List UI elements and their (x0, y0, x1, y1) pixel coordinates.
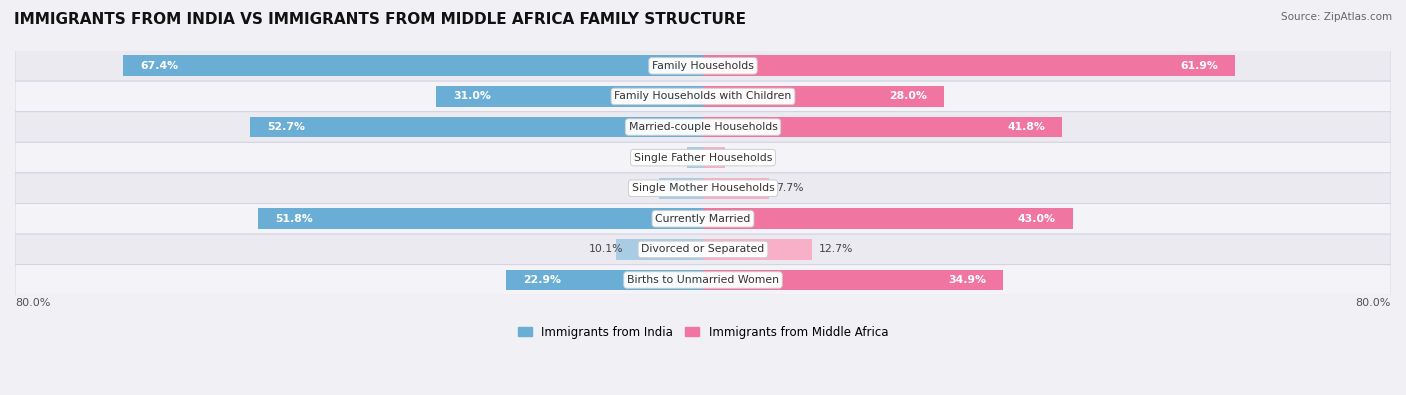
Text: Currently Married: Currently Married (655, 214, 751, 224)
Bar (257, 209, 703, 229)
Text: 34.9%: 34.9% (948, 275, 986, 285)
Bar (703, 239, 813, 260)
Bar (703, 270, 1002, 290)
Bar (506, 270, 703, 290)
Text: 10.1%: 10.1% (589, 245, 623, 254)
Bar (659, 178, 703, 199)
Text: 51.8%: 51.8% (274, 214, 312, 224)
Text: 41.8%: 41.8% (1008, 122, 1045, 132)
Text: 28.0%: 28.0% (889, 91, 927, 102)
Text: 31.0%: 31.0% (454, 91, 492, 102)
FancyBboxPatch shape (15, 234, 1391, 265)
Text: Source: ZipAtlas.com: Source: ZipAtlas.com (1281, 12, 1392, 22)
Text: 7.7%: 7.7% (776, 183, 804, 193)
FancyBboxPatch shape (15, 265, 1391, 295)
Text: Family Households: Family Households (652, 61, 754, 71)
Bar (250, 117, 703, 137)
Text: IMMIGRANTS FROM INDIA VS IMMIGRANTS FROM MIDDLE AFRICA FAMILY STRUCTURE: IMMIGRANTS FROM INDIA VS IMMIGRANTS FROM… (14, 12, 747, 27)
Bar (616, 239, 703, 260)
FancyBboxPatch shape (15, 51, 1391, 81)
Legend: Immigrants from India, Immigrants from Middle Africa: Immigrants from India, Immigrants from M… (513, 321, 893, 343)
Text: Married-couple Households: Married-couple Households (628, 122, 778, 132)
Bar (703, 117, 1063, 137)
FancyBboxPatch shape (15, 203, 1391, 234)
Text: 80.0%: 80.0% (1355, 298, 1391, 308)
Text: 61.9%: 61.9% (1180, 61, 1218, 71)
Bar (686, 147, 703, 168)
Bar (703, 86, 943, 107)
FancyBboxPatch shape (15, 173, 1391, 203)
FancyBboxPatch shape (15, 112, 1391, 142)
Text: Single Father Households: Single Father Households (634, 152, 772, 163)
Text: 80.0%: 80.0% (15, 298, 51, 308)
Bar (436, 86, 703, 107)
Bar (703, 209, 1073, 229)
Text: Single Mother Households: Single Mother Households (631, 183, 775, 193)
Text: 5.1%: 5.1% (638, 183, 666, 193)
Bar (703, 147, 724, 168)
Text: Divorced or Separated: Divorced or Separated (641, 245, 765, 254)
Text: 2.5%: 2.5% (731, 152, 759, 163)
Text: 52.7%: 52.7% (267, 122, 305, 132)
Bar (124, 55, 703, 76)
Text: 67.4%: 67.4% (141, 61, 179, 71)
FancyBboxPatch shape (15, 81, 1391, 112)
Text: Births to Unmarried Women: Births to Unmarried Women (627, 275, 779, 285)
FancyBboxPatch shape (15, 142, 1391, 173)
Text: 1.9%: 1.9% (666, 152, 693, 163)
Text: 43.0%: 43.0% (1018, 214, 1056, 224)
Bar (703, 55, 1236, 76)
Text: Family Households with Children: Family Households with Children (614, 91, 792, 102)
Text: 22.9%: 22.9% (523, 275, 561, 285)
Bar (703, 178, 769, 199)
Text: 12.7%: 12.7% (820, 245, 853, 254)
